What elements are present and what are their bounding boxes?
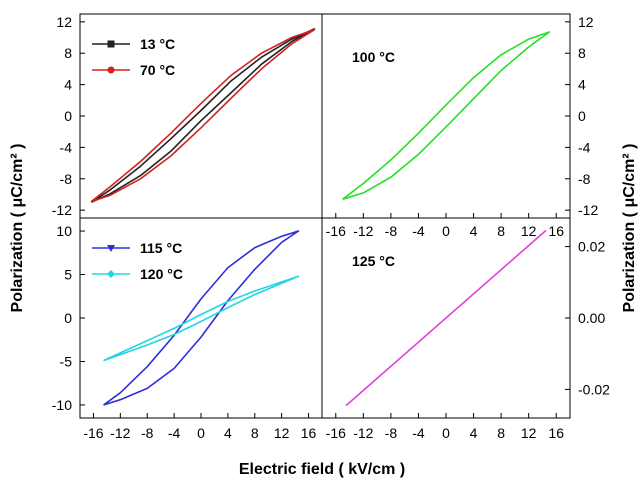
y-tick-label: -5 [60, 353, 73, 369]
series-line-13C [90, 28, 316, 204]
x-tick-label: -8 [141, 425, 154, 441]
x-tick-label: -16 [326, 223, 346, 239]
legend-entry: 13 °C [92, 36, 175, 52]
legend-marker [107, 245, 115, 252]
x-tick-label: 12 [521, 223, 537, 239]
x-tick-label: 16 [301, 425, 317, 441]
x-tick-label: -12 [353, 223, 373, 239]
y-tick-label: 12 [578, 14, 594, 30]
y-tick-label: -8 [60, 171, 73, 187]
y-tick-label: 0 [578, 108, 586, 124]
x-tick-label: -4 [412, 223, 425, 239]
x-tick-label: 12 [274, 425, 290, 441]
series-line-0 [345, 229, 547, 407]
x-tick-label: 0 [197, 425, 205, 441]
series-line-115C [103, 230, 300, 406]
y-tick-label: 0.02 [578, 239, 605, 255]
x-tick-label: -4 [412, 425, 425, 441]
y-axis-title-right: Polarization ( μC/cm² ) [621, 144, 638, 313]
x-axis-title: Electric field ( kV/cm ) [239, 461, 405, 478]
y-tick-label: 8 [64, 45, 72, 61]
y-tick-label: -4 [578, 139, 591, 155]
series-line-70C [90, 28, 316, 203]
series-line-120C [103, 275, 300, 362]
x-tick-label: 12 [521, 425, 537, 441]
x-tick-label: -16 [83, 425, 103, 441]
x-tick-label: 0 [442, 223, 450, 239]
panel-bottom-left: -10 -5 0 5 10 -16 -12 -8 -4 0 4 8 12 16 115 °C 120 °C [52, 217, 323, 441]
temperature-annotation: 125 °C [352, 253, 395, 269]
y-tick-label: -10 [52, 397, 72, 413]
x-tick-label: -12 [110, 425, 130, 441]
x-tick-label: -8 [385, 223, 398, 239]
legend-entry: 70 °C [92, 62, 175, 78]
x-tick-label: 4 [470, 425, 478, 441]
y-tick-label: 0.00 [578, 310, 605, 326]
legend-label: 13 °C [140, 36, 175, 52]
y-tick-label: 0 [64, 108, 72, 124]
x-tick-label: -4 [168, 425, 181, 441]
panel-top-right: -12 -8 -4 0 4 8 12 -16 -12 -8 -4 0 4 8 12 16 100 °C [321, 13, 598, 239]
legend-marker [107, 270, 115, 278]
y-tick-label: 8 [578, 45, 586, 61]
legend-label: 70 °C [140, 62, 175, 78]
series-line-0 [342, 31, 551, 200]
y-tick-label: -0.02 [578, 381, 610, 397]
y-tick-label: 4 [578, 77, 586, 93]
temperature-annotation: 100 °C [352, 49, 395, 65]
legend-label: 115 °C [140, 240, 182, 256]
x-tick-label: -8 [385, 425, 398, 441]
legend-entry: 115 °C [92, 240, 182, 256]
x-tick-label: 16 [548, 223, 564, 239]
y-tick-label: -4 [60, 139, 73, 155]
x-tick-label: 8 [497, 223, 505, 239]
y-tick-label: 10 [56, 223, 72, 239]
legend-marker [107, 40, 115, 48]
x-tick-label: 16 [548, 425, 564, 441]
legend-marker [107, 66, 115, 74]
y-tick-label: 4 [64, 77, 72, 93]
legend-entry: 120 °C [92, 266, 183, 282]
y-tick-label: -8 [578, 171, 591, 187]
legend-label: 120 °C [140, 266, 183, 282]
x-tick-label: 8 [251, 425, 259, 441]
x-tick-label: 0 [442, 425, 450, 441]
x-tick-label: 8 [497, 425, 505, 441]
y-tick-label: -12 [578, 202, 598, 218]
x-tick-label: 4 [470, 223, 478, 239]
x-tick-label: -16 [326, 425, 346, 441]
y-axis-title-left: Polarization ( μC/cm² ) [9, 144, 26, 313]
panel-bottom-right: -0.02 0.00 0.02 -16 -12 -8 -4 0 4 8 12 16 125 °C [321, 217, 610, 441]
x-tick-label: 4 [224, 425, 232, 441]
y-tick-label: 12 [56, 14, 72, 30]
y-tick-label: 0 [64, 310, 72, 326]
y-tick-label: -12 [52, 202, 72, 218]
x-tick-label: -12 [353, 425, 373, 441]
y-tick-label: 5 [64, 267, 72, 283]
panel-top-left: -12 -8 -4 0 4 8 12 13 °C 70 °C [52, 13, 323, 219]
